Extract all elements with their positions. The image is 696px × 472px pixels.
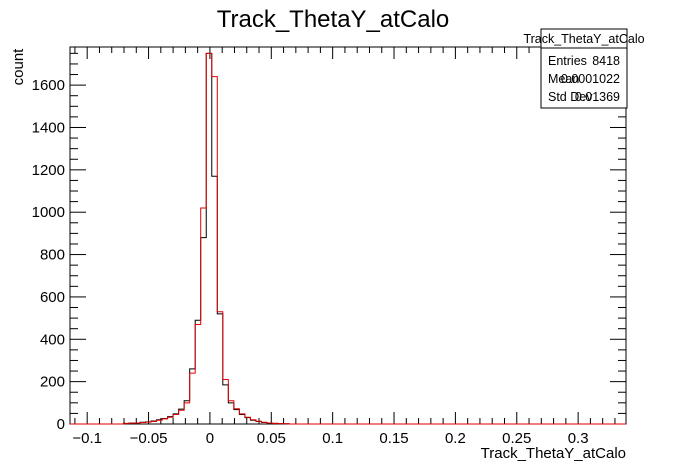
y-tick-label: 1200 xyxy=(32,162,65,179)
stats-entries-value: 8418 xyxy=(592,54,620,68)
stats-box: Track_ThetaY_atCalo Entries 8418 Mean 0.… xyxy=(523,28,645,109)
y-tick-label: 1000 xyxy=(32,204,65,221)
x-tick-label: 0.2 xyxy=(445,430,466,447)
stats-entries-label: Entries xyxy=(548,54,587,68)
stats-title: Track_ThetaY_atCalo xyxy=(523,32,644,46)
x-tick-label: −0.05 xyxy=(130,430,168,447)
x-tick-label: −0.1 xyxy=(72,430,102,447)
x-axis-ticks: −0.1 −0.05 0 0.05 0.1 0.15 0.2 0.25 0.3 xyxy=(72,47,616,447)
y-tick-label: 600 xyxy=(40,289,65,306)
x-tick-label: 0.15 xyxy=(379,430,408,447)
histogram-series xyxy=(70,52,626,425)
y-axis-label: count xyxy=(10,48,27,86)
y-tick-label: 1400 xyxy=(32,119,65,136)
histogram-series-black xyxy=(70,52,626,425)
stats-mean-label: Mean xyxy=(548,72,579,86)
y-tick-label: 0 xyxy=(57,416,65,433)
x-tick-label: 0.25 xyxy=(502,430,531,447)
y-tick-label: 800 xyxy=(40,247,65,264)
y-tick-label: 1600 xyxy=(32,77,65,94)
x-tick-label: 0.1 xyxy=(322,430,343,447)
x-tick-label: 0.05 xyxy=(257,430,286,447)
x-tick-label: 0 xyxy=(206,430,214,447)
histogram-series-red xyxy=(70,52,626,425)
y-axis-ticks: 0 200 400 600 800 1000 1200 1400 1600 xyxy=(32,52,626,433)
stats-stddev-label: Std Dev xyxy=(548,90,593,104)
x-tick-label: 0.3 xyxy=(568,430,589,447)
y-tick-label: 200 xyxy=(40,374,65,391)
stats-mean-value: 0.0001022 xyxy=(561,72,620,86)
y-tick-label: 400 xyxy=(40,331,65,348)
x-axis-label: Track_ThetaY_atCalo xyxy=(481,445,626,462)
chart-title: Track_ThetaY_atCalo xyxy=(217,6,450,33)
stats-stddev-value: 0.01369 xyxy=(575,90,620,104)
